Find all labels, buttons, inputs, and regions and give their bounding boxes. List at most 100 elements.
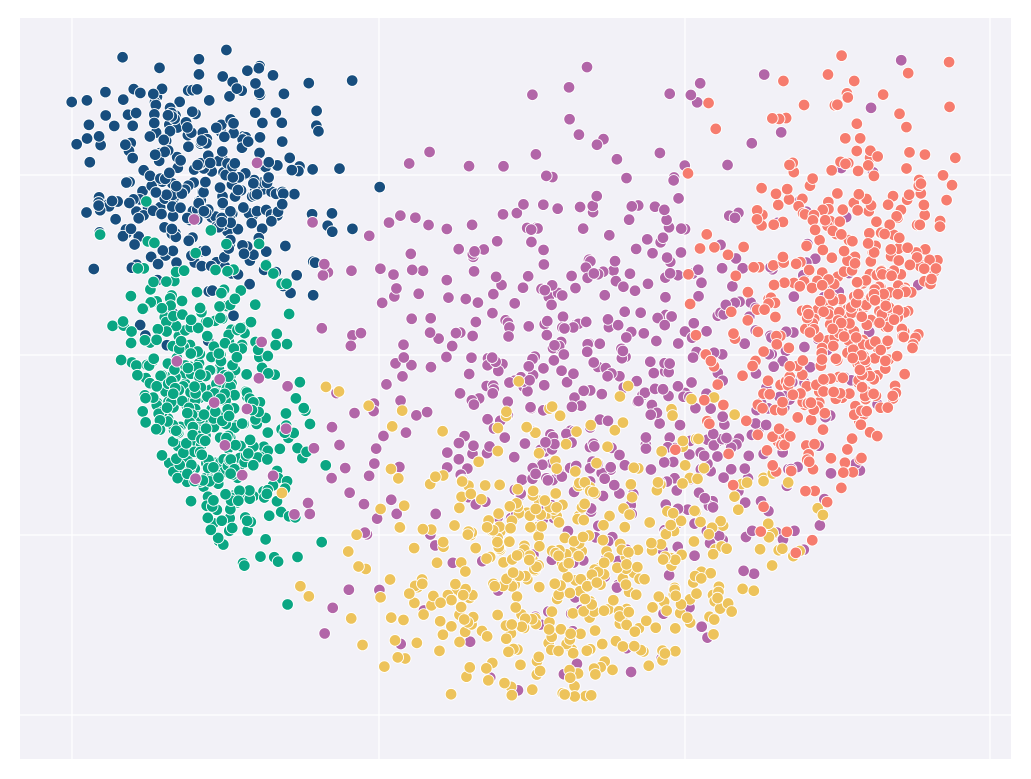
scatter-point-yellow-1650 (691, 472, 704, 486)
scatter-point-yellow-1826 (552, 549, 565, 563)
scatter-point-yellow-1663 (491, 444, 505, 458)
scatter-point-coral-2032 (760, 444, 774, 457)
scatter-point-coral-2304 (893, 231, 906, 245)
scatter-point-purple-1238 (658, 203, 671, 217)
scatter-point-yellow-1847 (692, 432, 705, 446)
scatter-point-yellow-1632 (433, 614, 447, 628)
scatter-point-coral-2087 (669, 443, 682, 457)
scatter-point-yellow-1797 (529, 502, 542, 516)
scatter-point-yellow-1802 (651, 476, 665, 489)
scatter-point-coral-2151 (892, 254, 906, 267)
scatter-point-coral-2067 (853, 132, 867, 145)
scatter-point-purple-1322 (252, 371, 266, 385)
scatter-point-coral-2010 (703, 417, 716, 431)
scatter-point-yellow-1453 (510, 590, 524, 603)
scatter-point-yellow-1673 (480, 521, 494, 534)
scatter-point-teal-636 (240, 514, 254, 528)
scatter-point-yellow-1461 (302, 590, 316, 603)
scatter-point-coral-1930 (771, 198, 785, 212)
scatter-point-purple-855 (307, 441, 321, 455)
scatter-point-yellow-1772 (628, 625, 642, 638)
scatter-point-purple-1321 (213, 373, 226, 386)
scatter-point-purple-806 (516, 281, 530, 294)
scatter-point-teal-510 (147, 275, 160, 289)
scatter-point-yellow-1840 (563, 671, 577, 684)
scatter-point-coral-1973 (802, 263, 816, 277)
scatter-point-purple-1042 (397, 338, 410, 352)
scatter-point-yellow-1519 (480, 662, 493, 675)
scatter-point-teal-426 (248, 298, 262, 311)
scatter-point-teal-710 (193, 301, 207, 315)
scatter-point-purple-1328 (601, 414, 615, 428)
scatter-point-coral-2088 (901, 66, 915, 80)
scatter-point-yellow-1810 (548, 577, 562, 590)
scatter-point-purple-1009 (377, 429, 390, 443)
scatter-point-navy-192 (107, 119, 121, 133)
scatter-point-teal-387 (293, 375, 307, 389)
scatter-point-yellow-1727 (584, 689, 598, 702)
scatter-point-teal-685 (180, 437, 193, 450)
scatter-point-navy-328 (326, 225, 339, 238)
scatter-point-purple-1301 (650, 334, 663, 348)
scatter-point-coral-2243 (861, 237, 875, 250)
scatter-point-coral-2209 (853, 363, 867, 377)
scatter-point-yellow-1518 (676, 434, 690, 448)
scatter-point-coral-2104 (704, 354, 718, 368)
scatter-point-teal-743 (147, 352, 161, 365)
scatter-point-purple-1192 (397, 351, 411, 364)
scatter-point-purple-840 (481, 412, 494, 426)
scatter-point-teal-694 (213, 300, 226, 313)
scatter-point-coral-2098 (833, 215, 847, 228)
scatter-point-yellow-1819 (458, 613, 471, 626)
scatter-point-teal-545 (136, 405, 149, 418)
scatter-point-coral-2275 (870, 215, 883, 228)
scatter-point-coral-2293 (757, 345, 770, 358)
scatter-point-yellow-1751 (558, 688, 571, 701)
scatter-point-yellow-1542 (608, 423, 622, 437)
scatter-point-coral-2237 (850, 117, 864, 130)
scatter-point-yellow-1404 (344, 612, 358, 625)
scatter-point-purple-1018 (423, 326, 437, 339)
scatter-point-navy-283 (227, 117, 240, 130)
scatter-point-purple-797 (380, 378, 393, 391)
scatter-point-purple-768 (641, 233, 654, 246)
scatter-point-yellow-1568 (397, 613, 410, 627)
scatter-point-navy-234 (249, 77, 262, 90)
scatter-point-teal-742 (207, 461, 220, 474)
scatter-point-coral-2255 (867, 387, 880, 401)
scatter-point-coral-2188 (746, 359, 759, 373)
scatter-point-coral-2048 (757, 500, 770, 514)
scatter-point-yellow-1791 (514, 658, 527, 672)
scatter-point-coral-2106 (767, 278, 781, 292)
scatter-point-coral-2164 (881, 401, 895, 414)
scatter-point-yellow-1842 (669, 589, 682, 603)
scatter-point-coral-2234 (783, 360, 797, 373)
scatter-point-navy-269 (191, 158, 204, 172)
scatter-point-yellow-1681 (550, 462, 563, 475)
scatter-point-navy-298 (231, 183, 245, 197)
scatter-point-coral-2187 (802, 455, 816, 468)
scatter-point-navy-271 (269, 106, 283, 119)
scatter-point-yellow-1594 (533, 540, 546, 553)
scatter-point-purple-1303 (442, 291, 455, 304)
scatter-point-yellow-1765 (616, 640, 630, 653)
scatter-point-yellow-1680 (436, 535, 450, 549)
scatter-point-teal-615 (297, 401, 310, 415)
scatter-point-purple-1302 (673, 418, 687, 432)
scatter-point-purple-1382 (576, 222, 590, 235)
scatter-point-teal-732 (204, 523, 218, 537)
scatter-point-teal-516 (201, 511, 215, 525)
scatter-point-teal-428 (106, 319, 119, 333)
scatter-point-yellow-1470 (676, 477, 689, 490)
scatter-point-coral-2082 (873, 316, 886, 330)
scatter-point-navy-211 (92, 130, 106, 143)
scatter-point-purple-1348 (540, 328, 554, 342)
scatter-point-purple-839 (674, 246, 688, 259)
scatter-point-yellow-1643 (669, 622, 682, 635)
scatter-point-purple-1246 (558, 322, 571, 335)
scatter-point-purple-1352 (587, 267, 601, 280)
scatter-point-yellow-1656 (384, 462, 398, 476)
scatter-point-navy-97 (80, 94, 94, 107)
scatter-point-purple-986 (565, 400, 579, 414)
scatter-point-purple-1078 (580, 60, 594, 74)
